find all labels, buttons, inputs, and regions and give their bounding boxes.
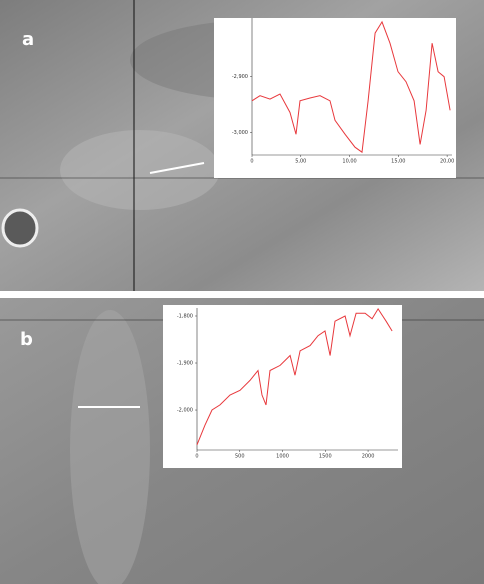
x-tick-label: 0 (195, 454, 198, 460)
streak-field (70, 310, 150, 584)
x-tick-label: 20,00 (440, 159, 454, 165)
separator (0, 291, 484, 298)
x-tick-label: 1000 (276, 454, 289, 460)
x-tick-label: 2000 (362, 454, 375, 460)
inset-background (163, 305, 402, 468)
x-tick-label: 0 (250, 159, 253, 165)
crater (3, 210, 37, 246)
y-tick-label: -1,800 (177, 313, 193, 319)
y-tick-label: -2,000 (177, 408, 193, 414)
x-tick-label: 15,00 (391, 159, 405, 165)
x-tick-label: 5,00 (295, 159, 306, 165)
x-tick-label: 10,00 (342, 159, 356, 165)
inset-background (214, 18, 456, 178)
y-tick-label: -2,900 (232, 74, 248, 80)
x-tick-label: 500 (235, 454, 245, 460)
y-tick-label: -3,000 (232, 130, 248, 136)
figure: 0 5,00 10,00 15,00 20,00 -2,900 -3,000 0 500 1000… (0, 0, 484, 584)
y-tick-label: -1,900 (177, 361, 193, 367)
panel-label: b (20, 329, 33, 350)
panel-label: a (22, 29, 34, 50)
x-tick-label: 1500 (319, 454, 332, 460)
streak-field (60, 130, 220, 210)
